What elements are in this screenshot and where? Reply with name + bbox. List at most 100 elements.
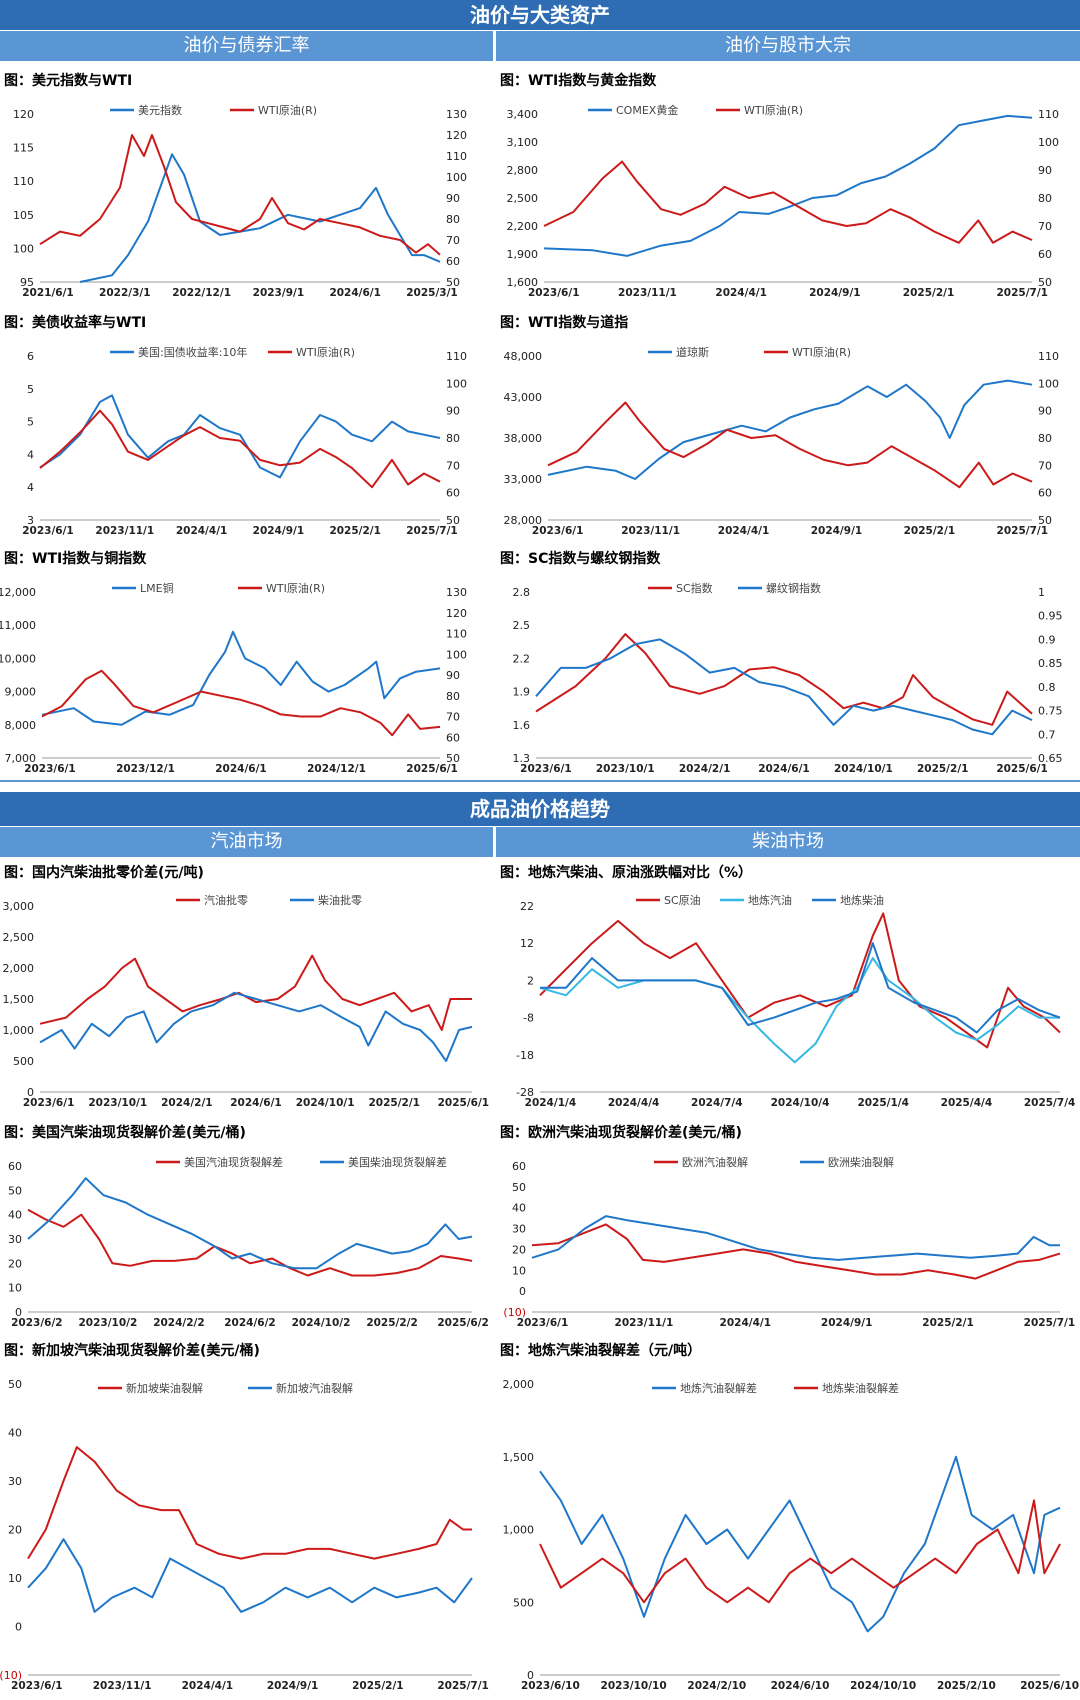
x-tick: 2024/10/1	[296, 1097, 355, 1109]
x-tick: 2025/2/2	[366, 1317, 418, 1329]
y-tick-right: 50	[1038, 514, 1052, 527]
y-tick-right: 60	[446, 731, 460, 744]
chart-title: 图：地炼汽柴油、原油涨跌幅对比（%）	[500, 865, 753, 881]
x-tick: 2023/6/1	[22, 525, 74, 537]
x-tick: 2023/6/1	[23, 1097, 75, 1109]
legend-label: 地炼汽油	[748, 893, 792, 907]
x-tick: 2025/6/10	[1020, 1680, 1079, 1692]
y-tick-left: -28	[516, 1086, 534, 1099]
y-tick-left: 3,400	[507, 108, 539, 121]
x-tick: 2023/10/2	[79, 1317, 138, 1329]
chart-svg: 0 500 1,000 1,500 2,000 2023/6/10 2023/10/10 20…	[503, 1378, 1080, 1692]
legend-label: 地炼柴油裂解差	[822, 1381, 899, 1395]
x-tick: 2025/7/1	[437, 1680, 489, 1692]
y-tick-right: 100	[446, 171, 467, 184]
y-tick-left: 1.9	[513, 686, 531, 699]
x-tick: 2024/6/1	[230, 1097, 282, 1109]
chart-panel-9: 图：美国汽柴油现货裂解价差(美元/桶) 0 10 20 30 40 50 60 2023/6/2…	[0, 1122, 492, 1332]
series-line-1	[27, 1208, 473, 1277]
chart-title: 图：地炼汽柴油裂解差（元/吨）	[500, 1343, 702, 1359]
chart-panel-4: 图：WTI指数与道指 28,000 33,000 38,000 43,000 48,000…	[496, 312, 1080, 540]
series-line-2	[41, 669, 441, 737]
y-tick-right: 120	[446, 129, 467, 142]
y-tick-left: 2,200	[507, 220, 539, 233]
x-tick: 2025/2/1	[368, 1097, 420, 1109]
x-tick: 2024/4/1	[182, 1680, 234, 1692]
legend-label: 地炼汽油裂解差	[680, 1381, 757, 1395]
x-tick: 2024/9/1	[811, 525, 863, 537]
legend-label: WTI原油(R)	[744, 103, 803, 117]
y-tick-left: 500	[13, 1055, 34, 1068]
y-tick-left: 1,500	[503, 1451, 535, 1464]
series-line-3	[540, 942, 1061, 1034]
chart-title: 图：新加坡汽柴油现货裂解价差(美元/桶)	[4, 1343, 260, 1359]
series-line-2	[531, 1215, 1060, 1261]
x-tick: 2023/11/1	[615, 1317, 674, 1329]
y-tick-left: 2,000	[503, 1378, 535, 1391]
y-tick-left: 60	[512, 1160, 526, 1173]
legend-label: 美国:国债收益率:10年	[138, 345, 247, 359]
y-tick-left: 1,000	[503, 1524, 535, 1537]
subheader-diesel: 柴油市场	[496, 827, 1080, 857]
y-tick-left: 2	[527, 974, 534, 987]
y-tick-left: 9,000	[5, 686, 37, 699]
chart-panel-3: 图：美债收益率与WTI 3 4 4 5 5 6 50 60 70 80 90 100 110 2023/6/…	[0, 312, 492, 540]
chart-svg: 7,000 8,000 9,000 10,000 11,000 12,000 50 60 70 8…	[0, 581, 467, 775]
chart-panel-6: 图：SC指数与螺纹钢指数 1.3 1.6 1.9 2.2 2.5 2.8 0.65 0.7 0.7…	[496, 548, 1080, 778]
series-line-1	[543, 114, 1033, 257]
chart-panel-5: 图：WTI指数与铜指数 7,000 8,000 9,000 10,000 11,000 12…	[0, 548, 492, 778]
y-tick-left: 5	[27, 416, 34, 429]
series-line-2	[27, 1177, 473, 1270]
y-tick-right: 60	[446, 487, 460, 500]
x-tick: 2024/9/1	[267, 1680, 319, 1692]
y-tick-left: 4	[27, 448, 34, 461]
x-tick: 2024/6/1	[215, 763, 267, 775]
x-tick: 2025/6/2	[437, 1317, 489, 1329]
y-tick-right: 130	[446, 108, 467, 121]
y-tick-left: 0	[519, 1285, 526, 1298]
y-tick-left: 1,000	[3, 1024, 35, 1037]
legend-label: COMEX黄金	[616, 103, 678, 117]
y-tick-right: 130	[446, 586, 467, 599]
y-tick-right: 100	[1038, 377, 1059, 390]
series-line-2	[39, 991, 473, 1062]
x-tick: 2024/9/1	[253, 525, 305, 537]
y-tick-left: 2.2	[513, 652, 531, 665]
y-tick-left: 2,000	[3, 962, 35, 975]
x-tick: 2023/6/1	[532, 525, 584, 537]
series-line-2	[543, 160, 1033, 244]
x-tick: 2024/4/1	[718, 525, 770, 537]
y-tick-left: 6	[27, 350, 34, 363]
y-tick-right: 90	[446, 192, 460, 205]
y-tick-left: 50	[512, 1181, 526, 1194]
x-tick: 2023/12/1	[116, 763, 175, 775]
x-tick: 2025/2/1	[922, 1317, 974, 1329]
x-tick: 2023/6/1	[520, 763, 572, 775]
x-tick: 2023/6/1	[24, 763, 76, 775]
chart-title: 图：美债收益率与WTI	[4, 315, 147, 331]
x-tick: 2024/2/2	[153, 1317, 205, 1329]
y-tick-left: (10)	[0, 1669, 22, 1682]
x-tick: 2023/10/1	[596, 763, 655, 775]
y-tick-right: 70	[446, 459, 460, 472]
y-tick-right: 80	[446, 432, 460, 445]
y-tick-right: 60	[1038, 248, 1052, 261]
y-tick-right: 0.85	[1038, 657, 1063, 670]
x-tick: 2025/4/4	[941, 1097, 993, 1109]
y-tick-right: 0.65	[1038, 752, 1063, 765]
chart-title: 图：WTI指数与黄金指数	[500, 73, 657, 89]
y-tick-left: 2.5	[513, 619, 531, 632]
y-tick-left: 5	[27, 383, 34, 396]
x-tick: 2024/10/4	[771, 1097, 830, 1109]
chart-svg: 3 4 4 5 5 6 50 60 70 80 90 100 110 2023/6/1 2023/11/1 2…	[22, 345, 467, 537]
x-tick: 2024/4/1	[720, 1317, 772, 1329]
series-line-1	[539, 1455, 1061, 1633]
y-tick-right: 110	[446, 350, 467, 363]
y-tick-left: 2,500	[3, 931, 35, 944]
legend-label: WTI原油(R)	[258, 103, 317, 117]
x-tick: 2024/2/1	[161, 1097, 213, 1109]
x-tick: 2023/11/1	[95, 525, 154, 537]
chart-panel-7: 图：国内汽柴油批零价差(元/吨) 0 500 1,000 1,500 2,000 2,500…	[0, 862, 492, 1112]
series-line-1	[547, 379, 1033, 480]
chart-svg: -28 -18 -8 2 12 22 2024/1/4 2024/4/4 2024/7/4 202…	[516, 893, 1075, 1109]
